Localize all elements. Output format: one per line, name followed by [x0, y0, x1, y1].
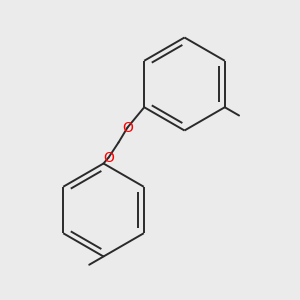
- Text: O: O: [122, 121, 133, 134]
- Text: O: O: [103, 151, 114, 164]
